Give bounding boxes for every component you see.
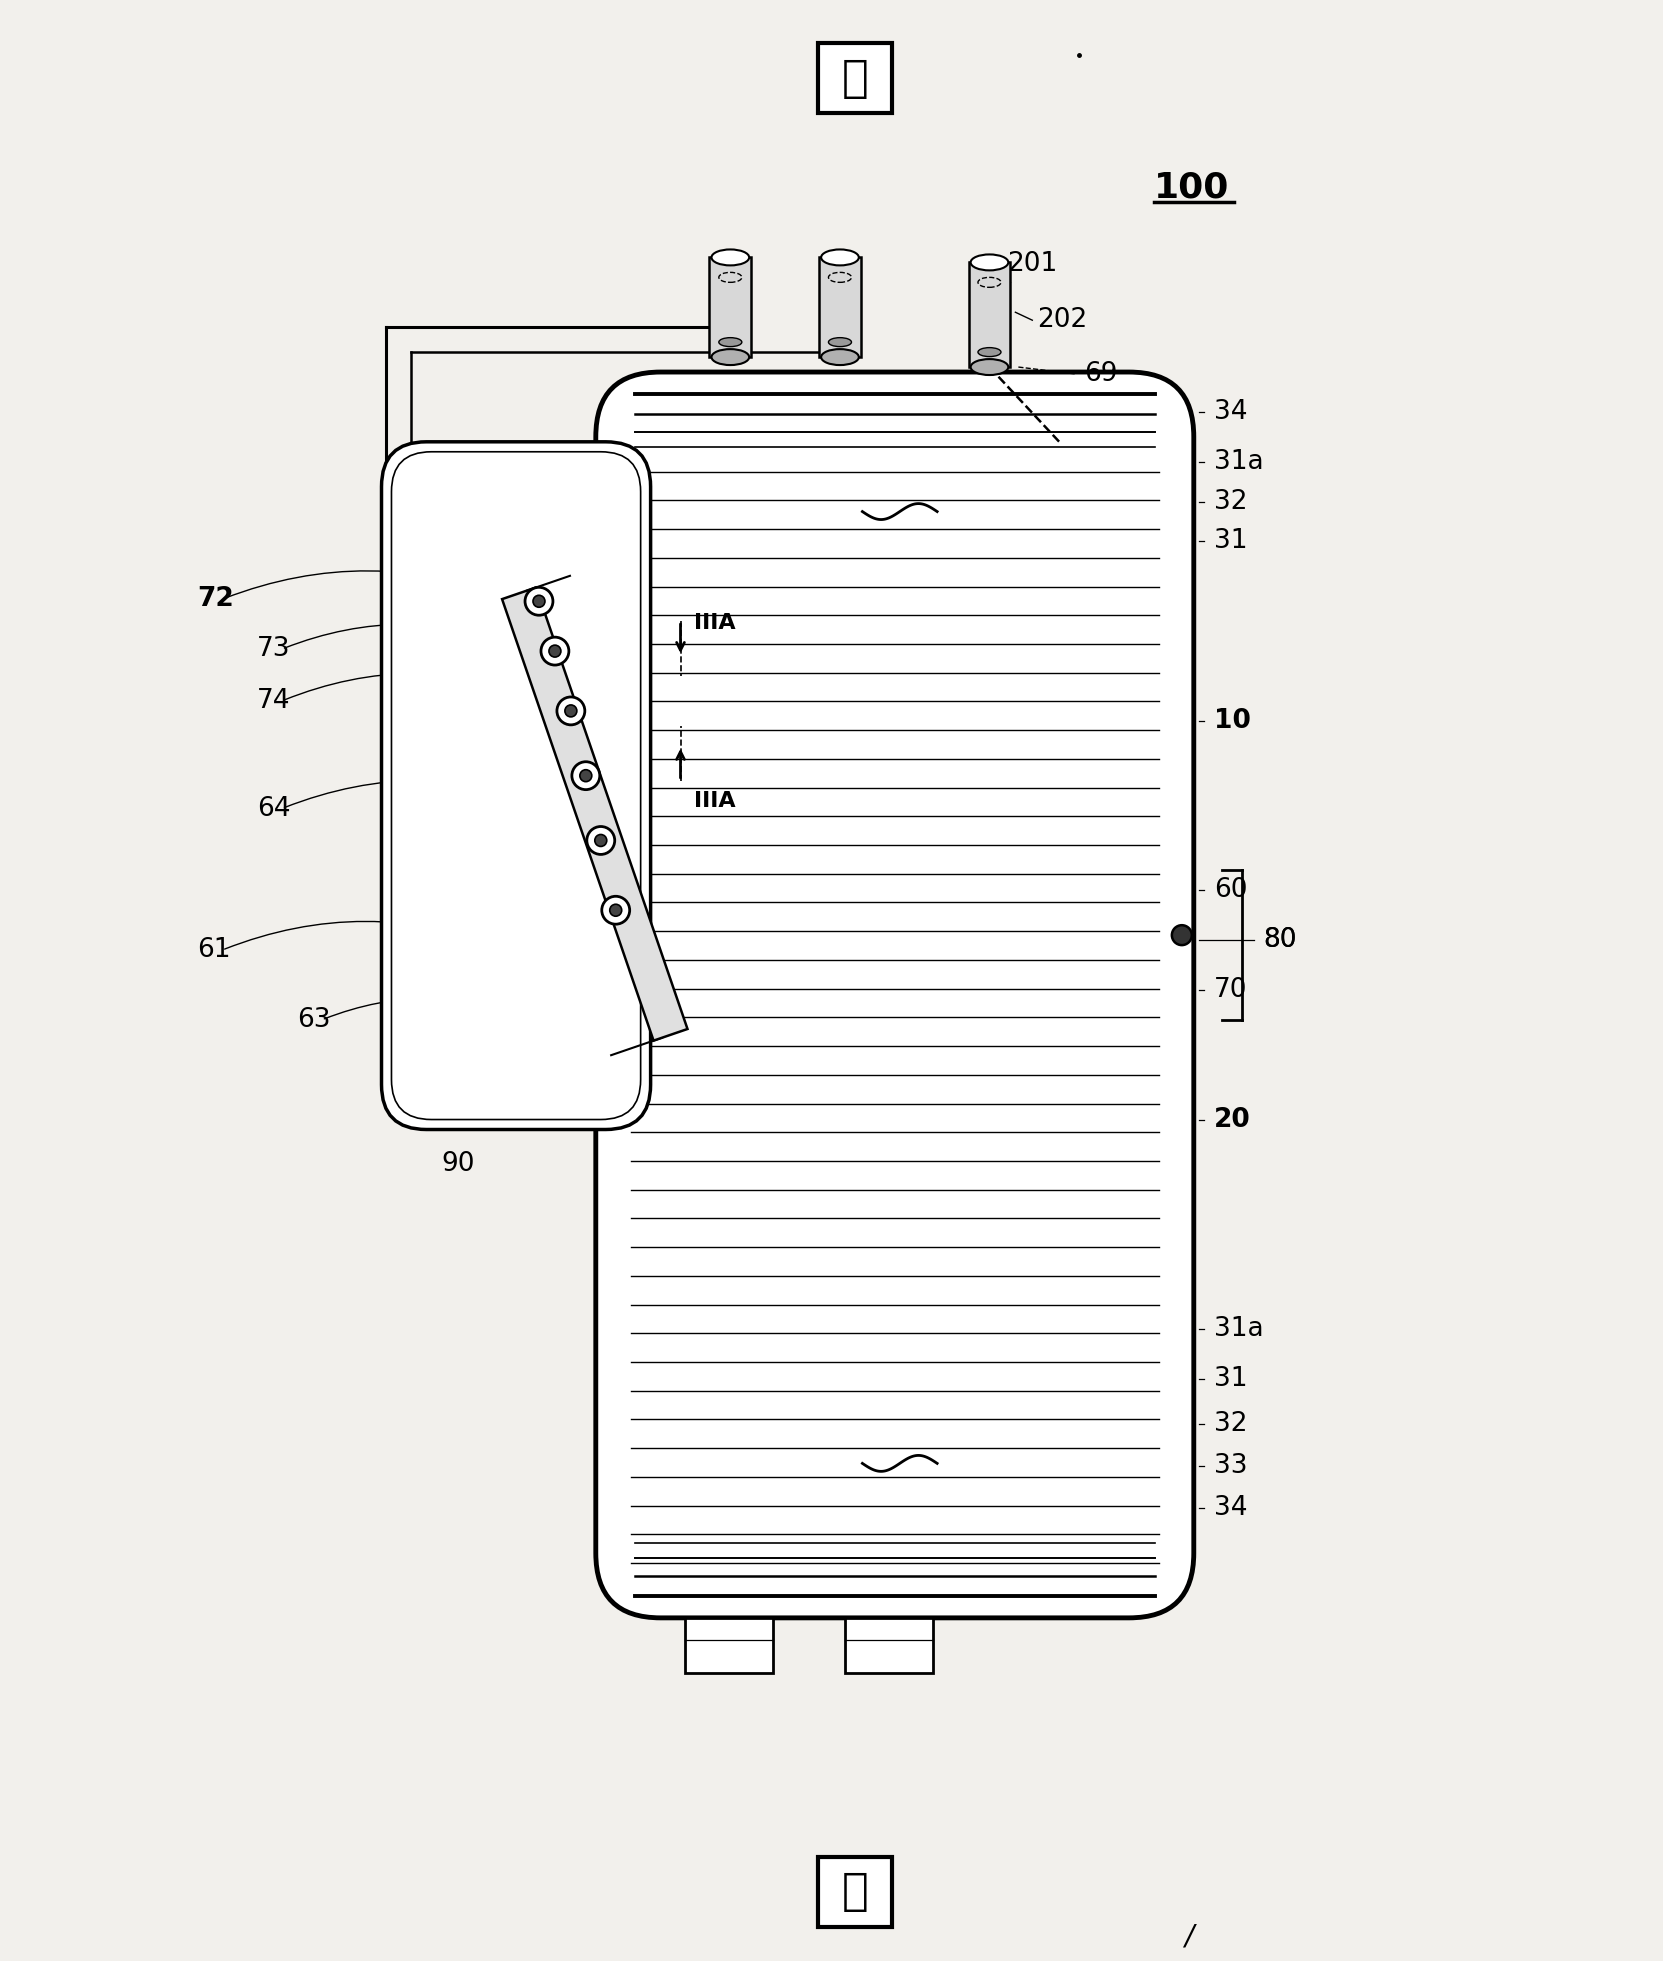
Ellipse shape xyxy=(822,349,858,365)
Circle shape xyxy=(549,645,560,657)
Text: 201: 201 xyxy=(1008,251,1058,277)
Circle shape xyxy=(610,904,622,916)
Text: 20: 20 xyxy=(1214,1106,1251,1133)
FancyBboxPatch shape xyxy=(818,1857,891,1928)
FancyBboxPatch shape xyxy=(381,441,650,1130)
Bar xyxy=(845,1618,933,1673)
Text: IIIA: IIIA xyxy=(695,614,737,633)
Ellipse shape xyxy=(712,249,748,265)
Text: 74: 74 xyxy=(256,688,291,714)
Text: 10: 10 xyxy=(1214,708,1251,733)
Bar xyxy=(968,263,1011,367)
Ellipse shape xyxy=(712,349,748,365)
Text: 上: 上 xyxy=(841,57,868,100)
Ellipse shape xyxy=(822,249,858,265)
Text: 72: 72 xyxy=(198,586,234,612)
Ellipse shape xyxy=(718,337,742,347)
Text: 32: 32 xyxy=(1214,1410,1247,1437)
FancyBboxPatch shape xyxy=(818,43,891,114)
Text: 33: 33 xyxy=(1214,1453,1247,1479)
Text: 64: 64 xyxy=(256,796,291,822)
Text: 202: 202 xyxy=(1038,308,1088,333)
Text: 100: 100 xyxy=(1154,171,1229,204)
FancyBboxPatch shape xyxy=(595,373,1194,1618)
Bar xyxy=(685,1618,773,1673)
Text: /: / xyxy=(1184,1924,1194,1951)
Text: 下: 下 xyxy=(841,1871,868,1914)
Circle shape xyxy=(595,835,607,847)
Text: 31a: 31a xyxy=(1214,1316,1264,1341)
Text: IIIA: IIIA xyxy=(695,790,737,810)
Ellipse shape xyxy=(978,347,1001,357)
Ellipse shape xyxy=(971,359,1008,375)
Circle shape xyxy=(534,596,545,608)
Polygon shape xyxy=(502,588,687,1041)
Ellipse shape xyxy=(828,337,851,347)
Text: 90: 90 xyxy=(441,1151,476,1177)
Circle shape xyxy=(540,637,569,665)
Circle shape xyxy=(557,696,585,726)
Bar xyxy=(820,257,861,357)
Circle shape xyxy=(580,771,592,782)
Bar xyxy=(710,257,752,357)
Text: 61: 61 xyxy=(198,937,231,963)
Text: 70: 70 xyxy=(1214,977,1247,1002)
Circle shape xyxy=(602,896,630,924)
Text: 31: 31 xyxy=(1214,528,1247,555)
Text: 32: 32 xyxy=(1214,488,1247,514)
Text: 63: 63 xyxy=(296,1006,331,1033)
Ellipse shape xyxy=(971,255,1008,271)
Text: 60: 60 xyxy=(1214,877,1247,904)
Text: 34: 34 xyxy=(1214,1494,1247,1522)
Circle shape xyxy=(572,761,600,790)
Text: 73: 73 xyxy=(256,635,291,663)
Text: 69: 69 xyxy=(1084,361,1118,386)
Circle shape xyxy=(565,704,577,718)
Text: 34: 34 xyxy=(1214,398,1247,426)
Circle shape xyxy=(1172,926,1192,945)
Text: 80: 80 xyxy=(1264,928,1297,953)
Text: 31a: 31a xyxy=(1214,449,1264,475)
Circle shape xyxy=(587,826,615,855)
Circle shape xyxy=(526,586,552,616)
Text: 80: 80 xyxy=(1264,928,1297,953)
Text: 31: 31 xyxy=(1214,1365,1247,1392)
